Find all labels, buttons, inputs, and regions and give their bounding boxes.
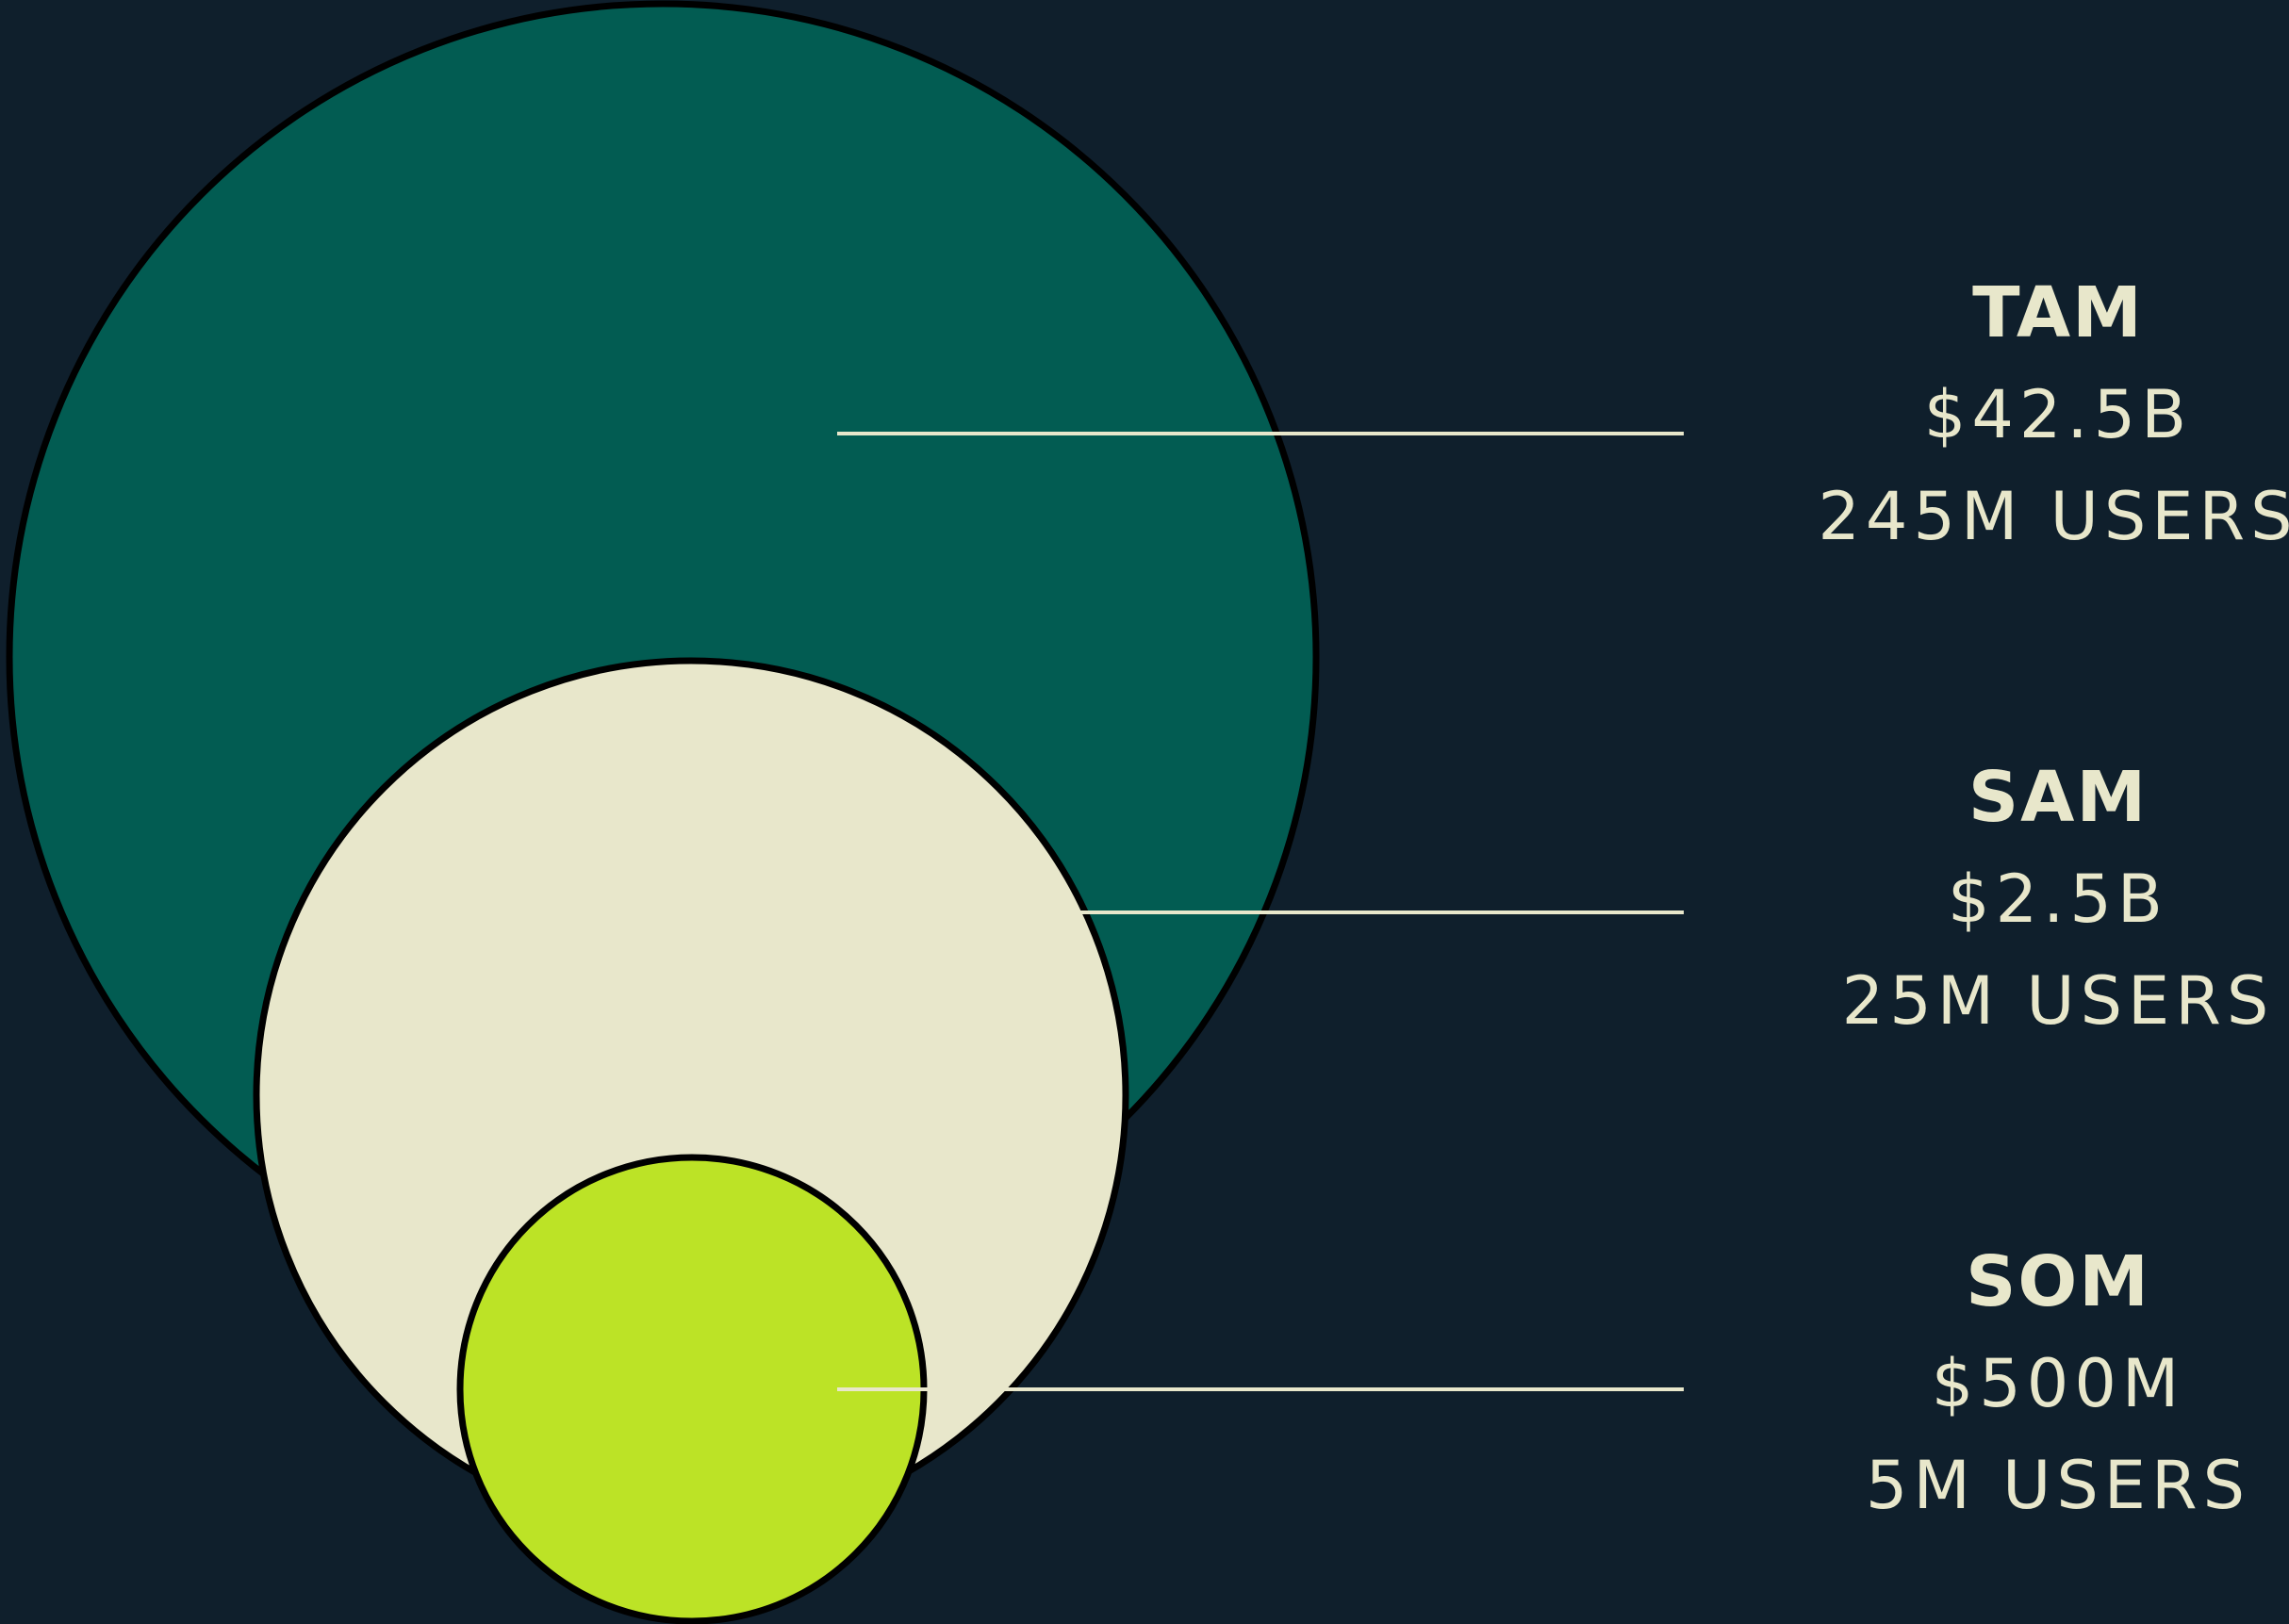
sam-label: SAM $2.5B 25M USERS [1813, 746, 2289, 1052]
tam-value: $42.5B [1923, 376, 2193, 453]
tam-label: TAM $42.5B 245M USERS [1813, 262, 2289, 567]
som-name: SOM [1966, 1241, 2150, 1322]
tam-users: 245M USERS [1818, 478, 2289, 555]
som-value: $500M [1931, 1345, 2185, 1422]
sam-users: 25M USERS [1841, 962, 2275, 1040]
som-users: 5M USERS [1865, 1447, 2251, 1524]
som-label: SOM $500M 5M USERS [1813, 1231, 2289, 1536]
sam-value: $2.5B [1948, 861, 2168, 938]
tam-name: TAM [1972, 272, 2144, 353]
sam-name: SAM [1968, 757, 2149, 838]
